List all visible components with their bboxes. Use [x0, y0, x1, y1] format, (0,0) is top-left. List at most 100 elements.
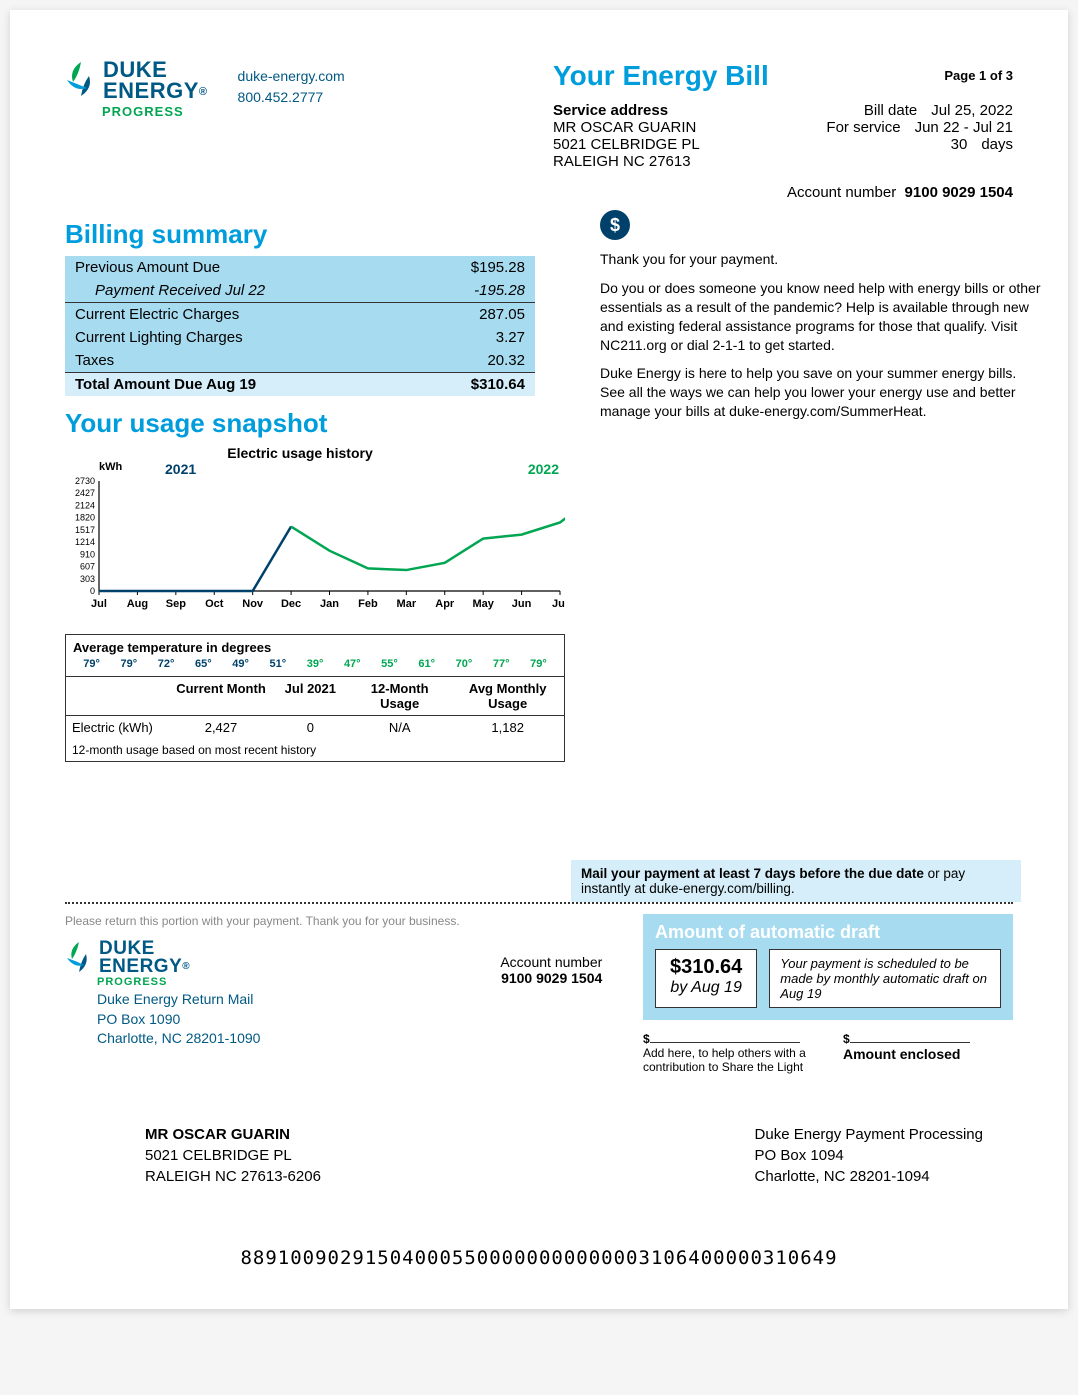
- remit-instructions: Please return this portion with your pay…: [65, 914, 460, 928]
- bill-date-lbl: Bill date: [864, 102, 917, 119]
- days-val: 30: [951, 136, 968, 153]
- billing-row: Taxes20.32: [65, 349, 535, 373]
- from-l2: RALEIGH NC 27613-6206: [145, 1166, 321, 1187]
- chart-svg: 2730242721241820151712149106073030JulAug…: [65, 475, 565, 625]
- draft-title: Amount of automatic draft: [655, 922, 1001, 943]
- svg-text:Mar: Mar: [397, 598, 417, 610]
- svg-text:607: 607: [80, 562, 95, 572]
- service-address: Service address MR OSCAR GUARIN 5021 CEL…: [553, 102, 700, 170]
- usage-chart: kWh 2021 2022 27302427212418201517121491…: [65, 465, 565, 630]
- ra-1: PO Box 1090: [97, 1010, 460, 1030]
- temp-val: 39°: [296, 658, 333, 670]
- uh4: Avg Monthly Usage: [451, 677, 564, 715]
- mail-banner: Mail your payment at least 7 days before…: [571, 860, 1021, 902]
- temp-val: 47°: [334, 658, 371, 670]
- header: DUKE ENERGY® PROGRESS duke-energy.com 80…: [65, 60, 1013, 201]
- service-addr1: 5021 CELBRIDGE PL: [553, 136, 700, 153]
- svg-text:Sep: Sep: [166, 598, 186, 610]
- temp-val: 79°: [520, 658, 557, 670]
- billing-row: Current Lighting Charges3.27: [65, 326, 535, 349]
- ra-2: Charlotte, NC 28201-1090: [97, 1029, 460, 1049]
- draft-boxes: $310.64 by Aug 19 Your payment is schedu…: [655, 949, 1001, 1008]
- svg-text:1820: 1820: [75, 513, 95, 523]
- remit-acct-num: 9100 9029 1504: [500, 970, 602, 986]
- logo-icon-small: [65, 940, 93, 974]
- svg-text:Aug: Aug: [127, 598, 148, 610]
- temp-val: 70°: [445, 658, 482, 670]
- remit-account: Account number 9100 9029 1504: [500, 914, 602, 1074]
- amt-enclosed-line[interactable]: [850, 1042, 970, 1043]
- ur2: 0: [273, 716, 348, 739]
- logo-block: DUKE ENERGY® PROGRESS: [65, 60, 208, 201]
- temp-val: 51°: [259, 658, 296, 670]
- contact-web: duke-energy.com: [238, 66, 345, 87]
- logo-sub: PROGRESS: [102, 104, 208, 119]
- to-l1: Duke Energy Payment Processing: [755, 1124, 983, 1145]
- usage-table-row: Electric (kWh) 2,427 0 N/A 1,182: [66, 716, 564, 739]
- usage-table: Current Month Jul 2021 12-Month Usage Av…: [65, 677, 565, 762]
- message-column: $ Thank you for your payment. Do you or …: [600, 210, 1045, 431]
- for-service-lbl: For service: [826, 119, 900, 136]
- chart-title: Electric usage history: [65, 445, 535, 461]
- remit-acct-lbl: Account number: [500, 954, 602, 970]
- kwh-label: kWh: [99, 461, 122, 473]
- remittance-slip: Please return this portion with your pay…: [65, 914, 1013, 1074]
- remit-return-addr: Duke Energy Return Mail PO Box 1090 Char…: [97, 990, 460, 1049]
- svg-text:Jul: Jul: [552, 598, 565, 610]
- svg-text:Jun: Jun: [512, 598, 532, 610]
- remit-logo-sub: PROGRESS: [97, 976, 460, 988]
- svg-text:1214: 1214: [75, 537, 95, 547]
- from-l1: 5021 CELBRIDGE PL: [145, 1145, 321, 1166]
- uh2: Jul 2021: [273, 677, 348, 715]
- service-name: MR OSCAR GUARIN: [553, 119, 700, 136]
- amt-enclosed-lbl: Amount enclosed: [843, 1046, 970, 1062]
- acct-num: 9100 9029 1504: [905, 184, 1013, 201]
- draft-schedule: Your payment is scheduled to be made by …: [769, 949, 1001, 1008]
- contrib-input-line[interactable]: [650, 1042, 800, 1043]
- svg-text:2427: 2427: [75, 488, 95, 498]
- usage-note: 12-month usage based on most recent hist…: [66, 739, 564, 761]
- remit-left: Please return this portion with your pay…: [65, 914, 460, 1074]
- temp-val: 79°: [73, 658, 110, 670]
- ur3: N/A: [348, 716, 451, 739]
- bill-date: Jul 25, 2022: [931, 102, 1013, 119]
- service-address-label: Service address: [553, 102, 700, 119]
- to-l3: Charlotte, NC 28201-1094: [755, 1166, 983, 1187]
- remit-right: Amount of automatic draft $310.64 by Aug…: [643, 914, 1013, 1074]
- to-address: Duke Energy Payment Processing PO Box 10…: [755, 1124, 983, 1187]
- header-right: Page 1 of 3 Your Energy Bill Service add…: [553, 60, 1013, 201]
- svg-text:Jan: Jan: [320, 598, 339, 610]
- svg-text:0: 0: [90, 586, 95, 596]
- days-lbl: days: [981, 136, 1013, 153]
- contrib-text: Add here, to help others with a contribu…: [643, 1046, 813, 1074]
- logo-icon: [65, 60, 97, 98]
- remit-logo-2: ENERGY®: [99, 958, 190, 976]
- ur4: 1,182: [451, 716, 564, 739]
- dollar-icon: $: [600, 210, 630, 240]
- acct-lbl: Account number: [787, 184, 896, 201]
- service-block: Service address MR OSCAR GUARIN 5021 CEL…: [553, 102, 1013, 170]
- ur0: Electric (kWh): [66, 716, 169, 739]
- contact-info: duke-energy.com 800.452.2777: [238, 66, 345, 201]
- temp-val: 49°: [222, 658, 259, 670]
- service-dates: Bill date Jul 25, 2022 For service Jun 22 …: [826, 102, 1013, 170]
- remit-logo: DUKE ENERGY®: [65, 940, 460, 976]
- billing-row: Current Electric Charges287.05: [65, 303, 535, 326]
- temp-val: 65°: [185, 658, 222, 670]
- svg-text:2730: 2730: [75, 476, 95, 486]
- amt-enclosed-col: $ Amount enclosed: [843, 1032, 970, 1074]
- temp-row: 79°79°72°65°49°51°39°47°55°61°70°77°79°: [73, 658, 557, 670]
- svg-text:2124: 2124: [75, 500, 95, 510]
- svg-text:Dec: Dec: [281, 598, 301, 610]
- svg-text:May: May: [472, 598, 494, 610]
- draft-amount: $310.64: [670, 956, 742, 979]
- uh3: 12-Month Usage: [348, 677, 451, 715]
- uh1: Current Month: [169, 677, 272, 715]
- svg-text:Nov: Nov: [242, 598, 264, 610]
- svg-text:Jul: Jul: [91, 598, 107, 610]
- svg-text:910: 910: [80, 549, 95, 559]
- thanks-msg: Thank you for your payment.: [600, 250, 1045, 269]
- temp-val: 77°: [483, 658, 520, 670]
- for-service: Jun 22 - Jul 21: [915, 119, 1013, 136]
- draft-banner: Amount of automatic draft $310.64 by Aug…: [643, 914, 1013, 1020]
